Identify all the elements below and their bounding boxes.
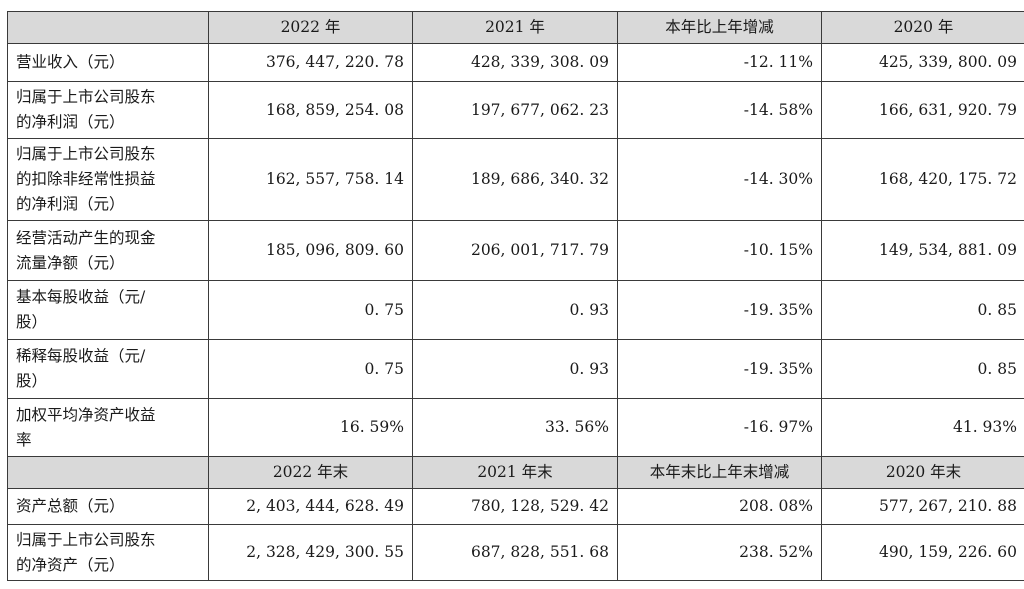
header-change-end: 本年末比上年末增减 bbox=[617, 456, 822, 489]
table-row: 归属于上市公司股东 的净利润（元） 168, 859, 254. 08 197,… bbox=[7, 81, 1024, 139]
row-label-line: 基本每股收益（元/ bbox=[16, 288, 146, 306]
row-label: 经营活动产生的现金 流量净额（元） bbox=[7, 220, 209, 281]
row-label-line: 股） bbox=[16, 313, 48, 331]
table-row: 加权平均净资产收益 率 16. 59% 33. 56% -16. 97% 41.… bbox=[7, 398, 1024, 457]
value-2022: 0. 75 bbox=[208, 339, 413, 399]
header-2021: 2021 年 bbox=[412, 11, 618, 44]
value-2022: 185, 096, 809. 60 bbox=[208, 220, 413, 281]
value-2020: 168, 420, 175. 72 bbox=[821, 138, 1024, 221]
value-2021: 0. 93 bbox=[412, 339, 618, 399]
row-label-line: 的扣除非经常性损益 bbox=[16, 170, 156, 188]
table-row: 资产总额（元） 2, 403, 444, 628. 49 780, 128, 5… bbox=[7, 488, 1024, 525]
header-2022-end: 2022 年末 bbox=[208, 456, 413, 489]
row-label-line: 的净利润（元） bbox=[16, 113, 125, 131]
row-label: 归属于上市公司股东 的扣除非经常性损益 的净利润（元） bbox=[7, 138, 209, 221]
row-label-line: 加权平均净资产收益 bbox=[16, 405, 156, 424]
row-label: 归属于上市公司股东 的净利润（元） bbox=[7, 81, 209, 139]
table-header-row: 2022 年 2021 年 本年比上年增减 2020 年 bbox=[7, 11, 1024, 44]
row-label-line: 稀释每股收益（元/ bbox=[16, 347, 146, 365]
header-change: 本年比上年增减 bbox=[617, 11, 822, 44]
financial-summary-table: 2022 年 2021 年 本年比上年增减 2020 年 营业收入（元） 376… bbox=[7, 11, 1024, 581]
value-2021: 189, 686, 340. 32 bbox=[412, 138, 618, 221]
value-change: -10. 15% bbox=[617, 220, 822, 281]
value-2022: 162, 557, 758. 14 bbox=[208, 138, 413, 221]
row-label-line: 归属于上市公司股东 bbox=[16, 530, 156, 549]
table-header-row: 2022 年末 2021 年末 本年末比上年末增减 2020 年末 bbox=[7, 456, 1024, 489]
row-label: 稀释每股收益（元/ 股） bbox=[7, 339, 209, 399]
value-2020: 0. 85 bbox=[821, 280, 1024, 340]
header-2020-end: 2020 年末 bbox=[821, 456, 1024, 489]
value-2021: 687, 828, 551. 68 bbox=[412, 524, 618, 581]
value-change: -12. 11% bbox=[617, 43, 822, 82]
value-2020: 490, 159, 226. 60 bbox=[821, 524, 1024, 581]
value-change: -19. 35% bbox=[617, 339, 822, 399]
row-label-line: 经营活动产生的现金 bbox=[16, 228, 156, 247]
value-2020: 41. 93% bbox=[821, 398, 1024, 457]
value-change: -14. 30% bbox=[617, 138, 822, 221]
row-label-line: 归属于上市公司股东 bbox=[16, 88, 156, 106]
value-2021: 780, 128, 529. 42 bbox=[412, 488, 618, 525]
value-2022: 2, 403, 444, 628. 49 bbox=[208, 488, 413, 525]
header-2020: 2020 年 bbox=[821, 11, 1024, 44]
table-row: 经营活动产生的现金 流量净额（元） 185, 096, 809. 60 206,… bbox=[7, 220, 1024, 281]
table-row: 归属于上市公司股东 的净资产（元） 2, 328, 429, 300. 55 6… bbox=[7, 524, 1024, 581]
value-2022: 0. 75 bbox=[208, 280, 413, 340]
value-2020: 0. 85 bbox=[821, 339, 1024, 399]
header-2022: 2022 年 bbox=[208, 11, 413, 44]
row-label-line: 流量净额（元） bbox=[16, 253, 125, 272]
value-2022: 16. 59% bbox=[208, 398, 413, 457]
value-2020: 577, 267, 210. 88 bbox=[821, 488, 1024, 525]
header-2021-end: 2021 年末 bbox=[412, 456, 618, 489]
table-row: 基本每股收益（元/ 股） 0. 75 0. 93 -19. 35% 0. 85 bbox=[7, 280, 1024, 340]
value-2021: 428, 339, 308. 09 bbox=[412, 43, 618, 82]
header-corner-cell bbox=[7, 11, 209, 44]
value-2020: 149, 534, 881. 09 bbox=[821, 220, 1024, 281]
row-label-line: 的净利润（元） bbox=[16, 195, 125, 213]
value-2021: 206, 001, 717. 79 bbox=[412, 220, 618, 281]
row-label: 基本每股收益（元/ 股） bbox=[7, 280, 209, 340]
row-label-line: 的净资产（元） bbox=[16, 555, 125, 574]
row-label-line: 归属于上市公司股东 bbox=[16, 145, 156, 163]
value-2021: 197, 677, 062. 23 bbox=[412, 81, 618, 139]
value-change: 238. 52% bbox=[617, 524, 822, 581]
value-2020: 425, 339, 800. 09 bbox=[821, 43, 1024, 82]
table-row: 营业收入（元） 376, 447, 220. 78 428, 339, 308.… bbox=[7, 43, 1024, 82]
value-2022: 2, 328, 429, 300. 55 bbox=[208, 524, 413, 581]
value-2021: 0. 93 bbox=[412, 280, 618, 340]
value-change: -19. 35% bbox=[617, 280, 822, 340]
row-label: 归属于上市公司股东 的净资产（元） bbox=[7, 524, 209, 581]
value-change: -14. 58% bbox=[617, 81, 822, 139]
row-label: 加权平均净资产收益 率 bbox=[7, 398, 209, 457]
row-label-line: 率 bbox=[16, 430, 32, 449]
header-corner-cell bbox=[7, 456, 209, 489]
value-2022: 168, 859, 254. 08 bbox=[208, 81, 413, 139]
value-2020: 166, 631, 920. 79 bbox=[821, 81, 1024, 139]
row-label: 资产总额（元） bbox=[7, 488, 209, 525]
value-change: -16. 97% bbox=[617, 398, 822, 457]
value-change: 208. 08% bbox=[617, 488, 822, 525]
row-label: 营业收入（元） bbox=[7, 43, 209, 82]
value-2021: 33. 56% bbox=[412, 398, 618, 457]
table-row: 归属于上市公司股东 的扣除非经常性损益 的净利润（元） 162, 557, 75… bbox=[7, 138, 1024, 221]
value-2022: 376, 447, 220. 78 bbox=[208, 43, 413, 82]
row-label-line: 股） bbox=[16, 372, 48, 390]
table-row: 稀释每股收益（元/ 股） 0. 75 0. 93 -19. 35% 0. 85 bbox=[7, 339, 1024, 399]
